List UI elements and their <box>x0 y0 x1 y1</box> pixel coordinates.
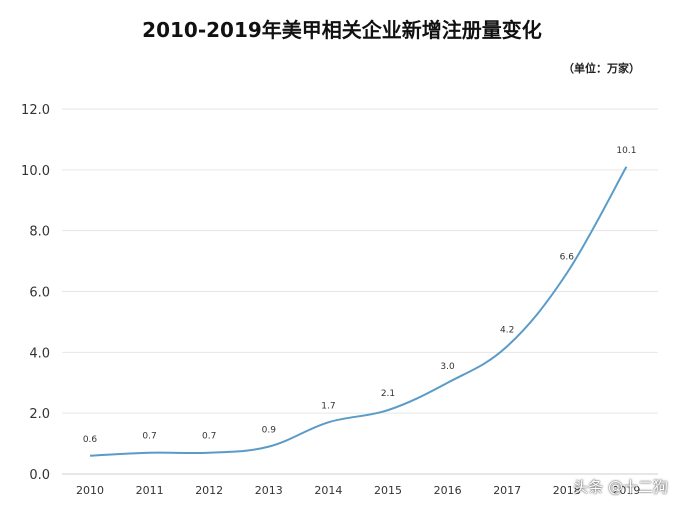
x-axis-ticks: 2010 2011 2012 2013 2014 2015 2016 2017 2018 2019 <box>76 484 640 497</box>
x-tick-label: 2015 <box>374 484 402 497</box>
series-group <box>89 166 628 457</box>
x-tick-label: 2010 <box>76 484 104 497</box>
data-label: 4.2 <box>500 325 514 335</box>
x-tick-label: 2017 <box>493 484 521 497</box>
y-tick-label: 12.0 <box>21 103 50 118</box>
y-tick-label: 10.0 <box>21 164 50 179</box>
data-label: 2.1 <box>381 389 395 399</box>
x-tick-label: 2012 <box>195 484 223 497</box>
chart-title: 2010-2019年美甲相关企业新增注册量变化 <box>142 18 542 42</box>
x-tick-label: 2011 <box>136 484 164 497</box>
data-label: 0.9 <box>262 426 277 436</box>
x-tick-label: 2019 <box>612 484 640 497</box>
y-tick-label: 2.0 <box>29 407 50 422</box>
series-line <box>89 166 628 457</box>
y-tick-label: 0.0 <box>29 468 50 483</box>
y-axis-ticks: 0.0 2.0 4.0 6.0 8.0 10.0 12.0 <box>21 103 50 483</box>
y-tick-label: 8.0 <box>29 225 50 240</box>
data-label: 0.7 <box>142 432 156 442</box>
data-label: 6.6 <box>560 252 575 262</box>
data-label: 10.1 <box>616 146 636 156</box>
x-tick-label: 2014 <box>314 484 342 497</box>
data-label: 0.7 <box>202 432 216 442</box>
watermark: 头条 @十二狗 <box>573 478 668 496</box>
y-tick-label: 6.0 <box>29 286 50 301</box>
data-label: 3.0 <box>440 362 455 372</box>
data-label: 1.7 <box>321 401 335 411</box>
x-tick-label: 2013 <box>255 484 283 497</box>
x-tick-label: 2018 <box>553 484 581 497</box>
data-label: 0.6 <box>83 435 98 445</box>
data-labels: 0.6 0.7 0.7 0.9 1.7 2.1 3.0 4.2 6.6 10.1 <box>83 146 637 445</box>
unit-note: （单位：万家） <box>563 62 640 75</box>
y-tick-label: 4.0 <box>29 346 50 361</box>
x-tick-label: 2016 <box>434 484 462 497</box>
grid-lines <box>62 108 658 475</box>
